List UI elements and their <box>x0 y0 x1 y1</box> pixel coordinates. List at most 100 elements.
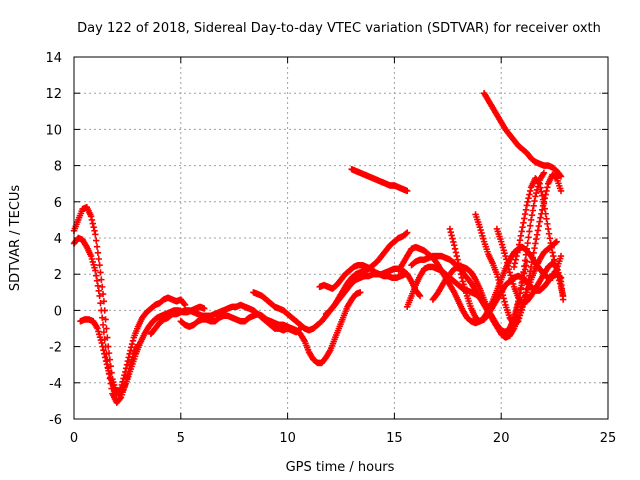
data-point <box>555 273 562 281</box>
y-tick-label: 8 <box>54 160 62 175</box>
data-point <box>525 276 532 284</box>
data-point <box>512 256 519 263</box>
data-point <box>527 216 535 224</box>
data-point <box>530 249 537 257</box>
data-point <box>523 202 531 209</box>
data-point <box>541 205 548 212</box>
data-point <box>90 223 97 231</box>
data-point <box>447 229 454 236</box>
data-point <box>455 260 462 267</box>
data-point <box>521 263 528 270</box>
data-point <box>94 282 102 289</box>
data-point <box>522 251 530 258</box>
data-point <box>536 180 543 187</box>
data-point <box>537 184 544 191</box>
plot-frame <box>73 56 609 420</box>
y-tick-labels: -6 -4 -2 0 2 4 6 8 10 12 14 <box>45 51 62 428</box>
x-tick-label: 0 <box>70 431 78 446</box>
data-point <box>526 228 533 235</box>
y-tick-label: -4 <box>49 377 62 392</box>
data-point <box>451 242 458 249</box>
data-point <box>95 255 102 263</box>
data-point <box>101 350 108 358</box>
data-point <box>446 225 454 233</box>
data-point <box>527 187 534 195</box>
data-point <box>500 295 507 302</box>
x-axis-label: GPS time / hours <box>286 460 395 475</box>
series-arc-17 <box>493 225 567 307</box>
data-point <box>544 184 551 191</box>
y-tick-label: 6 <box>54 196 62 211</box>
y-axis-label: SDTVAR / TECUs <box>8 185 23 292</box>
data-point <box>95 287 102 295</box>
series-arc-5 <box>177 289 364 367</box>
data-point <box>556 280 564 287</box>
data-point <box>521 210 529 218</box>
data-point <box>549 249 556 256</box>
data-point <box>449 235 456 242</box>
data-point <box>89 220 96 227</box>
data-point <box>557 173 565 180</box>
series-arc-9 <box>348 166 411 195</box>
data-point <box>453 252 460 260</box>
data-point <box>525 194 532 202</box>
data-point <box>99 290 107 298</box>
y-tick-label: -6 <box>49 413 62 428</box>
data-point <box>535 222 542 230</box>
x-tick-label: 20 <box>493 431 510 446</box>
data-point <box>91 227 98 234</box>
data-point <box>106 370 113 378</box>
data-point <box>525 234 532 241</box>
data-point <box>452 249 460 256</box>
data-point <box>537 214 544 221</box>
data-point <box>96 292 103 300</box>
data-point <box>524 281 531 288</box>
data-point <box>532 193 539 200</box>
data-point <box>98 307 105 314</box>
data-point <box>543 215 550 223</box>
data-point <box>557 187 565 195</box>
data-point <box>128 340 136 348</box>
data-point <box>544 225 552 233</box>
data-point <box>521 292 529 300</box>
data-point <box>93 277 101 284</box>
data-point <box>528 259 536 266</box>
y-tick-label: 14 <box>45 51 62 66</box>
data-point <box>521 257 529 264</box>
data-point <box>97 299 104 307</box>
series-arc-18 <box>510 175 567 300</box>
data-point <box>357 289 364 296</box>
data-point <box>181 300 188 308</box>
data-point <box>98 283 106 291</box>
data-point <box>102 357 110 365</box>
data-point <box>521 215 528 222</box>
series-arc-6 <box>250 229 411 334</box>
data-point <box>534 227 542 234</box>
data-point <box>116 395 124 402</box>
data-point <box>517 232 525 240</box>
data-point <box>547 239 554 247</box>
data-point <box>552 263 560 271</box>
data-point <box>539 196 547 203</box>
x-tick-label: 25 <box>600 431 617 446</box>
data-point <box>527 222 534 229</box>
data-point <box>129 337 137 345</box>
series-arc-16 <box>480 90 565 180</box>
data-point <box>457 271 465 278</box>
data-point <box>101 354 109 361</box>
data-point <box>99 321 107 329</box>
data-point <box>518 228 525 235</box>
data-point <box>533 235 540 243</box>
data-point <box>529 254 537 261</box>
data-point <box>520 268 527 276</box>
data-point <box>542 210 549 217</box>
data-point <box>99 343 106 350</box>
data-point <box>531 197 538 205</box>
data-point <box>553 267 560 274</box>
data-point <box>526 272 533 279</box>
data-point <box>93 237 100 244</box>
data-point <box>503 256 510 263</box>
x-tick-label: 5 <box>177 431 185 446</box>
data-point <box>201 305 208 312</box>
y-tick-label: -2 <box>49 341 62 356</box>
